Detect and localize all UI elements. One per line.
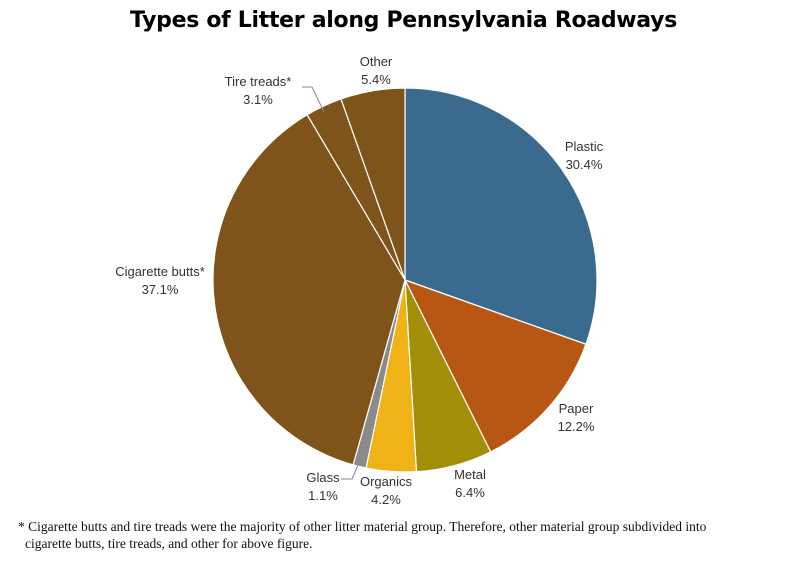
- slice-label: Paper: [559, 401, 594, 416]
- pie-slice-plastic: [404, 87, 598, 346]
- pie-slice-other: [340, 87, 406, 281]
- leader-line: [302, 86, 325, 113]
- slice-value-label: 5.4%: [361, 72, 391, 87]
- slice-labels: Plastic 30.4% Paper 12.2% Metal 6.4% Organics 4…: [115, 54, 603, 507]
- slice-value-label: 30.4%: [566, 157, 603, 172]
- footnote: * Cigarette butts and tire treads were t…: [18, 518, 798, 552]
- slice-value-label: 4.2%: [371, 492, 401, 507]
- slice-value-label: 6.4%: [455, 485, 485, 500]
- slice-value-label: 12.2%: [558, 419, 595, 434]
- pie-chart: Plastic 30.4% Paper 12.2% Metal 6.4% Organics 4…: [115, 54, 603, 507]
- pie-slices: [212, 87, 598, 473]
- slice-label: Cigarette butts*: [115, 264, 205, 279]
- slice-label: Plastic: [565, 139, 604, 154]
- pie-slice-cigarette-butts: [212, 113, 406, 466]
- chart-title: Types of Litter along Pennsylvania Roadw…: [129, 8, 677, 33]
- slice-label: Other: [360, 54, 393, 69]
- footnote-line-2: cigarette butts, tire treads, and other …: [25, 536, 313, 551]
- slice-label: Metal: [454, 467, 486, 482]
- slice-label: Organics: [360, 474, 413, 489]
- slice-label: Tire treads*: [225, 74, 292, 89]
- slice-value-label: 1.1%: [308, 488, 338, 503]
- leader-lines: [302, 86, 359, 480]
- leader-line: [341, 464, 359, 480]
- slice-value-label: 3.1%: [243, 92, 273, 107]
- pie-slice-paper: [403, 278, 587, 453]
- footnote-line-1: * Cigarette butts and tire treads were t…: [18, 519, 707, 534]
- slice-label: Glass: [306, 470, 340, 485]
- slice-value-label: 37.1%: [142, 282, 179, 297]
